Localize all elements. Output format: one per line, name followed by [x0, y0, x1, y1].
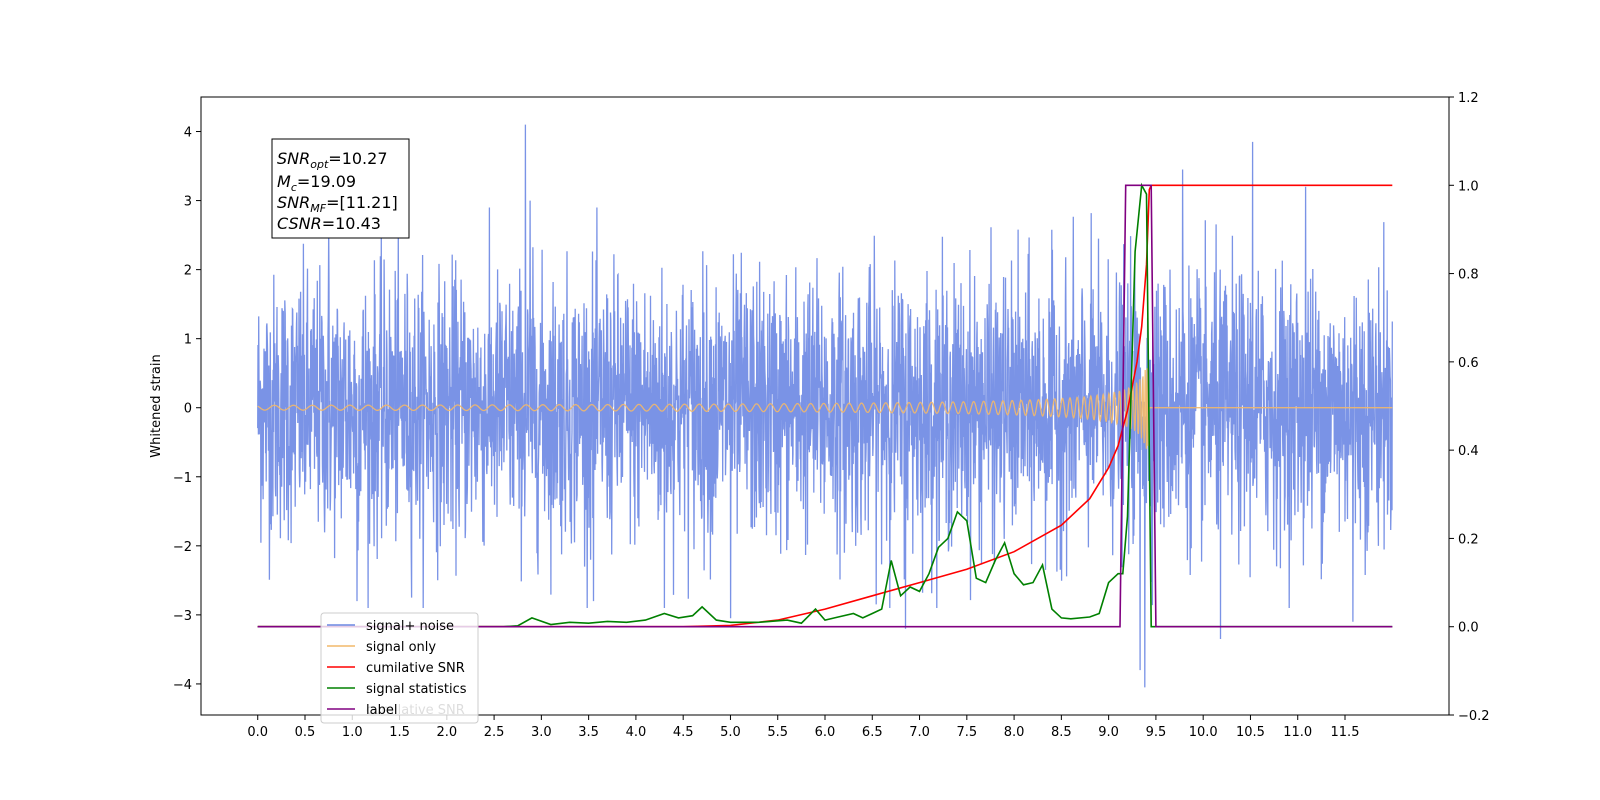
x-tick-label: 4.5	[673, 725, 694, 740]
x-tick-label: 5.5	[767, 725, 788, 740]
x-tick-label: 10.0	[1189, 725, 1218, 740]
x-tick-label: 2.5	[484, 725, 505, 740]
annotation-box: SNRopt=10.27Mc=19.09SNRMF=[11.21]CSNR=10…	[271, 138, 410, 239]
x-tick-label: 2.0	[436, 725, 457, 740]
x-tick-label: 0.5	[295, 725, 316, 740]
y-right-tick-label: 0.2	[1458, 532, 1479, 547]
x-tick-label: 1.0	[342, 725, 363, 740]
svg-text:signal only: signal only	[366, 640, 436, 655]
y-right-tick-label: −0.2	[1458, 709, 1490, 724]
annotation-line-1: SNRopt=10.27	[277, 149, 388, 171]
y-right-tick-label: 1.0	[1458, 179, 1479, 194]
y-right-tick-label: 1.2	[1458, 91, 1479, 106]
x-tick-label: 8.5	[1051, 725, 1072, 740]
x-tick-label: 10.5	[1236, 725, 1265, 740]
y-left-tick-label: 4	[184, 126, 192, 141]
plot-area	[257, 124, 1393, 688]
series-signal-only-line	[257, 368, 1393, 449]
y-left-tick-label: −4	[173, 678, 192, 693]
svg-text:cumilative SNR: cumilative SNR	[366, 661, 465, 676]
y-left-tick-label: 1	[184, 333, 192, 348]
series-label-line	[257, 184, 1393, 628]
y-left-tick-label: 2	[184, 264, 192, 279]
y-left-tick-label: −1	[173, 471, 192, 486]
legend-item-cumulative-snr: cumilative SNR	[327, 661, 465, 676]
x-tick-label: 3.5	[578, 725, 599, 740]
x-tick-label: 7.0	[909, 725, 930, 740]
x-tick-label: 3.0	[531, 725, 552, 740]
x-tick-label: 11.0	[1283, 725, 1312, 740]
legend-item-label: label	[327, 703, 397, 718]
y-axis-label: Whitened strain	[149, 354, 164, 457]
y-left-tick-label: 0	[184, 402, 192, 417]
y-left-tick-label: 3	[184, 195, 192, 210]
x-tick-label: 7.5	[956, 725, 977, 740]
legend-item-signal-only: signal only	[327, 640, 436, 655]
annotation-line-4: CSNR=10.43	[277, 214, 381, 233]
annotation-line-3: SNRMF=[11.21]	[277, 193, 398, 215]
annotation-line-2: Mc=19.09	[277, 172, 356, 194]
legend: cumilative SNR signal+ noise signal only cu…	[320, 612, 479, 724]
series-cumulative-snr-line	[257, 184, 1393, 628]
y-right-tick-label: 0.0	[1458, 621, 1479, 636]
y-right-tick-label: 0.8	[1458, 268, 1479, 283]
x-tick-label: 6.5	[862, 725, 883, 740]
x-tick-label: 5.0	[720, 725, 741, 740]
x-tick-label: 6.0	[815, 725, 836, 740]
x-tick-label: 11.5	[1331, 725, 1360, 740]
series-signal-statistics-line	[257, 182, 1393, 628]
x-tick-label: 4.0	[626, 725, 647, 740]
y-left-tick-label: −3	[173, 609, 192, 624]
x-tick-label: 1.5	[389, 725, 410, 740]
svg-text:signal+ noise: signal+ noise	[366, 619, 454, 634]
legend-item-signal-statistics: signal statistics	[327, 682, 467, 697]
legend-hidden-text: cumilative SNR	[366, 703, 465, 718]
svg-text:signal statistics: signal statistics	[366, 682, 467, 697]
y-right-tick-label: 0.6	[1458, 356, 1479, 371]
legend-item-signal-noise: signal+ noise	[327, 619, 454, 634]
x-tick-label: 8.0	[1004, 725, 1025, 740]
y-right-tick-label: 0.4	[1458, 444, 1479, 459]
x-tick-label: 9.5	[1146, 725, 1167, 740]
x-tick-label: 0.0	[247, 725, 268, 740]
series-signal-noise-line	[257, 124, 1393, 688]
y-left-tick-label: −2	[173, 540, 192, 555]
svg-text:label: label	[366, 703, 397, 718]
x-tick-label: 9.0	[1098, 725, 1119, 740]
